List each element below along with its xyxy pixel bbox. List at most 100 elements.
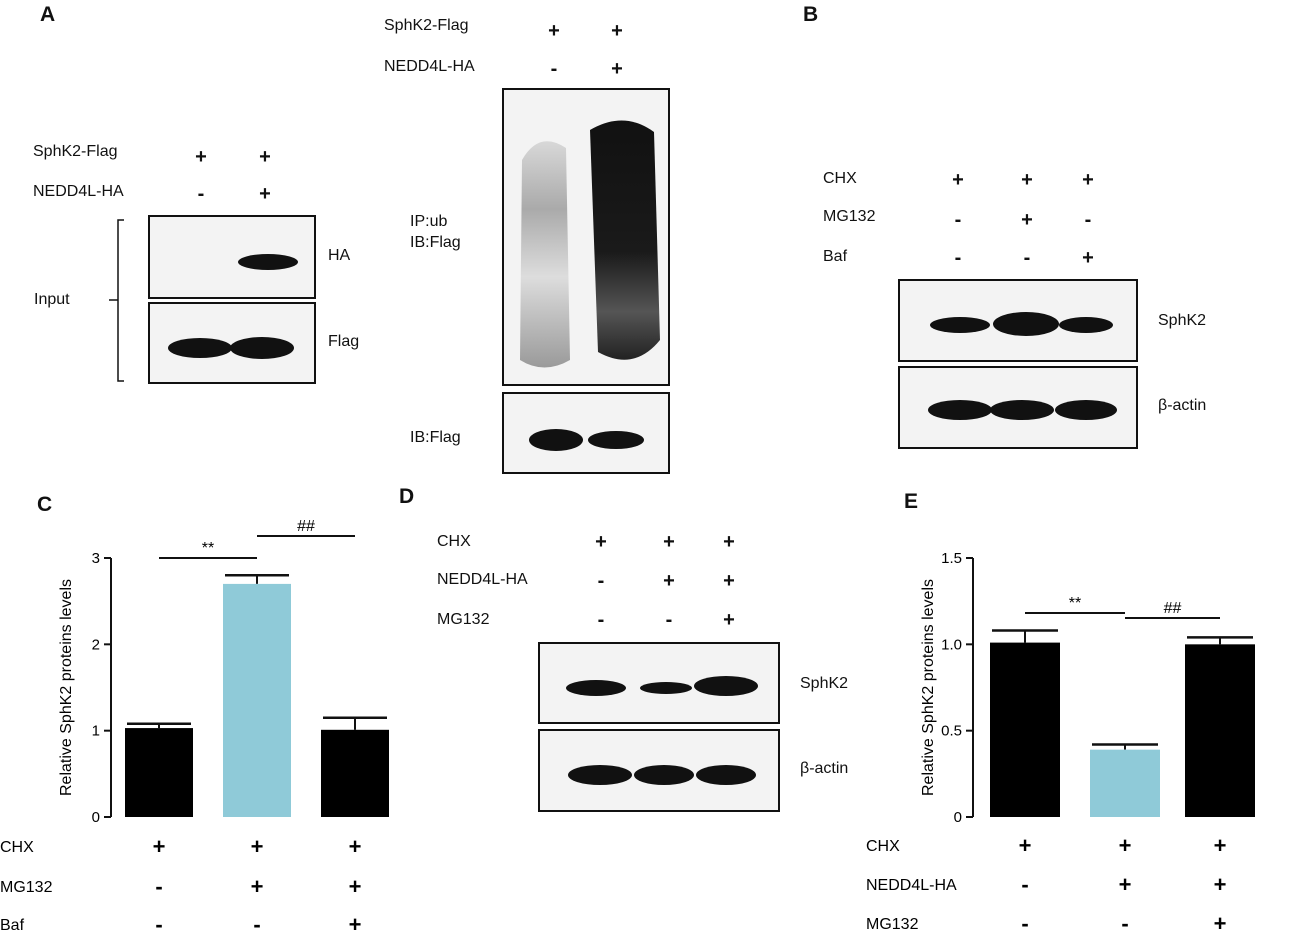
condition-label: Baf bbox=[0, 917, 25, 934]
panel-label-b: B bbox=[803, 3, 819, 26]
condition-sign: - bbox=[1021, 872, 1028, 897]
bar bbox=[125, 728, 193, 817]
condition-sign: + bbox=[1119, 872, 1132, 897]
condition-label: NEDD4L-HA bbox=[866, 877, 957, 894]
condition-label: MG132 bbox=[437, 611, 490, 628]
condition-sign: + bbox=[611, 20, 623, 42]
significance-label: ## bbox=[1164, 600, 1182, 617]
blot-label-sphk2: SphK2 bbox=[1158, 312, 1207, 329]
condition-sign: + bbox=[1119, 833, 1132, 858]
y-axis-label: Relative SphK2 proteins levels bbox=[920, 579, 937, 796]
y-tick-label: 2 bbox=[92, 636, 100, 653]
significance-label: ** bbox=[202, 540, 214, 557]
condition-sign: + bbox=[1019, 833, 1032, 858]
condition-sign: + bbox=[663, 531, 675, 553]
condition-label: MG132 bbox=[866, 916, 919, 933]
y-tick-label: 0.5 bbox=[941, 723, 962, 740]
chart-c: 0 1 2 3 Relative SphK2 proteins levels ** ## CH… bbox=[0, 518, 389, 934]
condition-sign: - bbox=[1023, 247, 1031, 269]
condition-sign: + bbox=[251, 834, 264, 859]
condition-label: SphK2-Flag bbox=[384, 17, 469, 34]
condition-label: CHX bbox=[866, 838, 900, 855]
condition-sign: + bbox=[349, 874, 362, 899]
condition-label: NEDD4L-HA bbox=[384, 58, 475, 75]
blot-sphk2 bbox=[898, 279, 1138, 362]
condition-sign: - bbox=[550, 58, 558, 80]
condition-sign: + bbox=[723, 609, 735, 631]
ib-label: IB:Flag bbox=[410, 234, 461, 251]
bar bbox=[990, 642, 1060, 817]
condition-sign: + bbox=[349, 834, 362, 859]
condition-sign: + bbox=[153, 834, 166, 859]
blot-label-sphk2: SphK2 bbox=[800, 675, 849, 692]
y-tick-label: 3 bbox=[92, 550, 100, 567]
significance-label: ** bbox=[1069, 595, 1081, 612]
condition-sign: - bbox=[665, 609, 673, 631]
input-bracket bbox=[109, 219, 124, 382]
blot-label-ha: HA bbox=[328, 247, 351, 264]
blot-flag bbox=[148, 302, 316, 384]
blot-ip-ubiquitin bbox=[502, 88, 670, 386]
input-label: Input bbox=[34, 291, 70, 308]
condition-sign: - bbox=[155, 912, 162, 934]
condition-sign: + bbox=[595, 531, 607, 553]
panel-label-e: E bbox=[904, 490, 919, 513]
panel-label-c: C bbox=[37, 493, 53, 516]
condition-sign: + bbox=[349, 912, 362, 934]
condition-label: CHX bbox=[823, 170, 857, 187]
condition-label: SphK2-Flag bbox=[33, 143, 118, 160]
blot-sphk2 bbox=[538, 642, 780, 724]
condition-sign: + bbox=[251, 874, 264, 899]
bar bbox=[223, 583, 291, 817]
condition-label: CHX bbox=[0, 839, 34, 856]
condition-sign: + bbox=[663, 570, 675, 592]
condition-sign: - bbox=[597, 570, 605, 592]
condition-sign: - bbox=[155, 874, 162, 899]
blot-beta-actin bbox=[898, 366, 1138, 449]
y-tick-label: 1 bbox=[92, 723, 100, 740]
condition-label: MG132 bbox=[823, 208, 876, 225]
condition-label: NEDD4L-HA bbox=[437, 571, 528, 588]
condition-sign: + bbox=[1082, 169, 1094, 191]
blot-ib-flag bbox=[502, 392, 670, 474]
condition-sign: - bbox=[954, 247, 962, 269]
blot-ha bbox=[148, 215, 316, 299]
condition-sign: - bbox=[954, 209, 962, 231]
y-tick-label: 0 bbox=[954, 809, 962, 826]
condition-sign: + bbox=[611, 58, 623, 80]
condition-sign: + bbox=[723, 531, 735, 553]
y-tick-label: 0 bbox=[92, 809, 100, 826]
condition-sign: + bbox=[1021, 169, 1033, 191]
y-axis-label: Relative SphK2 proteins levels bbox=[58, 579, 75, 796]
significance-label: ## bbox=[297, 518, 315, 535]
condition-sign: + bbox=[1082, 247, 1094, 269]
condition-sign: - bbox=[253, 912, 260, 934]
y-tick-label: 1.5 bbox=[941, 550, 962, 567]
blot-label-beta-actin: β-actin bbox=[1158, 397, 1207, 414]
condition-sign: + bbox=[1214, 872, 1227, 897]
condition-label: CHX bbox=[437, 533, 471, 550]
condition-sign: + bbox=[1021, 209, 1033, 231]
bar bbox=[1090, 749, 1160, 817]
bar bbox=[1185, 644, 1255, 817]
blot-label-beta-actin: β-actin bbox=[800, 760, 849, 777]
condition-sign: + bbox=[1214, 833, 1227, 858]
condition-sign: - bbox=[1121, 911, 1128, 934]
condition-sign: + bbox=[259, 183, 271, 205]
ip-label: IP:ub bbox=[410, 213, 448, 230]
panel-label-a: A bbox=[40, 3, 56, 26]
condition-sign: - bbox=[1021, 911, 1028, 934]
condition-sign: + bbox=[259, 146, 271, 168]
blot-label-flag: Flag bbox=[328, 333, 360, 350]
condition-sign: - bbox=[1084, 209, 1092, 231]
y-tick-label: 1.0 bbox=[941, 636, 962, 653]
condition-label: Baf bbox=[823, 248, 848, 265]
ib-label-2: IB:Flag bbox=[410, 429, 461, 446]
condition-sign: + bbox=[195, 146, 207, 168]
condition-sign: - bbox=[597, 609, 605, 631]
condition-label: MG132 bbox=[0, 879, 53, 896]
condition-sign: + bbox=[723, 570, 735, 592]
blot-beta-actin bbox=[538, 729, 780, 812]
condition-label: NEDD4L-HA bbox=[33, 183, 124, 200]
